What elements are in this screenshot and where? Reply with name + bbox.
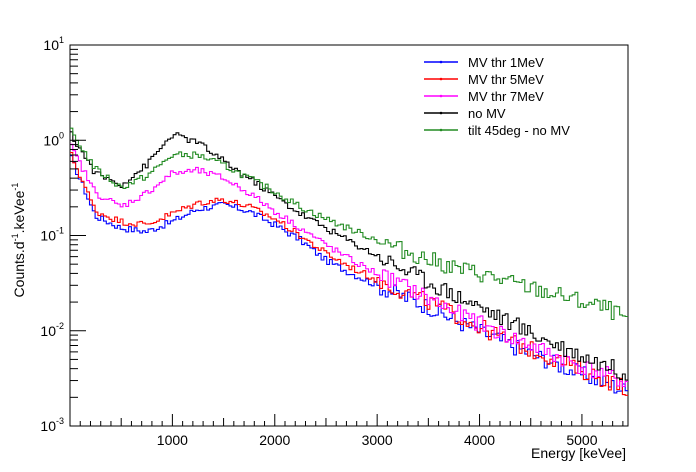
series-line-5 — [70, 127, 628, 321]
x-tick-label: 3000 — [362, 432, 393, 448]
series-curves — [70, 127, 628, 396]
x-axis-title: Energy [keVee] — [531, 445, 626, 461]
y-tick-label: 10-3 — [40, 416, 64, 434]
x-tick-label: 4000 — [464, 432, 495, 448]
legend-label-3: MV thr 7MeV — [468, 89, 544, 104]
y-axis-title: Counts.d-1.keVee-1 — [10, 183, 27, 298]
y-axis-title-mid: .keVee — [11, 190, 27, 233]
y-tick-label: 10-1 — [40, 226, 64, 244]
series-line-2 — [70, 152, 628, 396]
legend-label-1: MV thr 1MeV — [468, 55, 544, 70]
y-axis-title-main: Counts.d — [11, 241, 27, 297]
y-tick-label: 100 — [43, 130, 64, 148]
legend-marker-2 — [439, 77, 443, 81]
y-tick-label: 101 — [43, 35, 64, 53]
legend-label-4: no MV — [468, 106, 506, 121]
legend-label-2: MV thr 5MeV — [468, 72, 544, 87]
series-line-3 — [70, 143, 628, 388]
y-axis-title-sup2: -1 — [10, 183, 20, 191]
x-tick-label: 1000 — [157, 432, 188, 448]
legend-box — [420, 50, 625, 140]
legend-label-5: tilt 45deg - no MV — [468, 123, 570, 138]
series-line-4 — [70, 131, 628, 381]
x-tick-label: 5000 — [566, 432, 597, 448]
y-tick-label: 10-2 — [40, 321, 64, 339]
legend-marker-1 — [439, 60, 443, 64]
legend-marker-5 — [439, 128, 443, 132]
x-tick-label: 2000 — [259, 432, 290, 448]
y-axis-ticks: 10-3 10-2 10-1 100 101 — [40, 35, 86, 434]
legend-marker-4 — [439, 111, 443, 115]
legend-marker-3 — [439, 94, 443, 98]
x-axis-ticks: 1000 2000 3000 4000 5000 — [79, 414, 624, 448]
y-axis-title-sup1: -1 — [10, 233, 20, 241]
legend: MV thr 1MeV MV thr 5MeV MV thr 7MeV no MV ti… — [420, 50, 625, 140]
